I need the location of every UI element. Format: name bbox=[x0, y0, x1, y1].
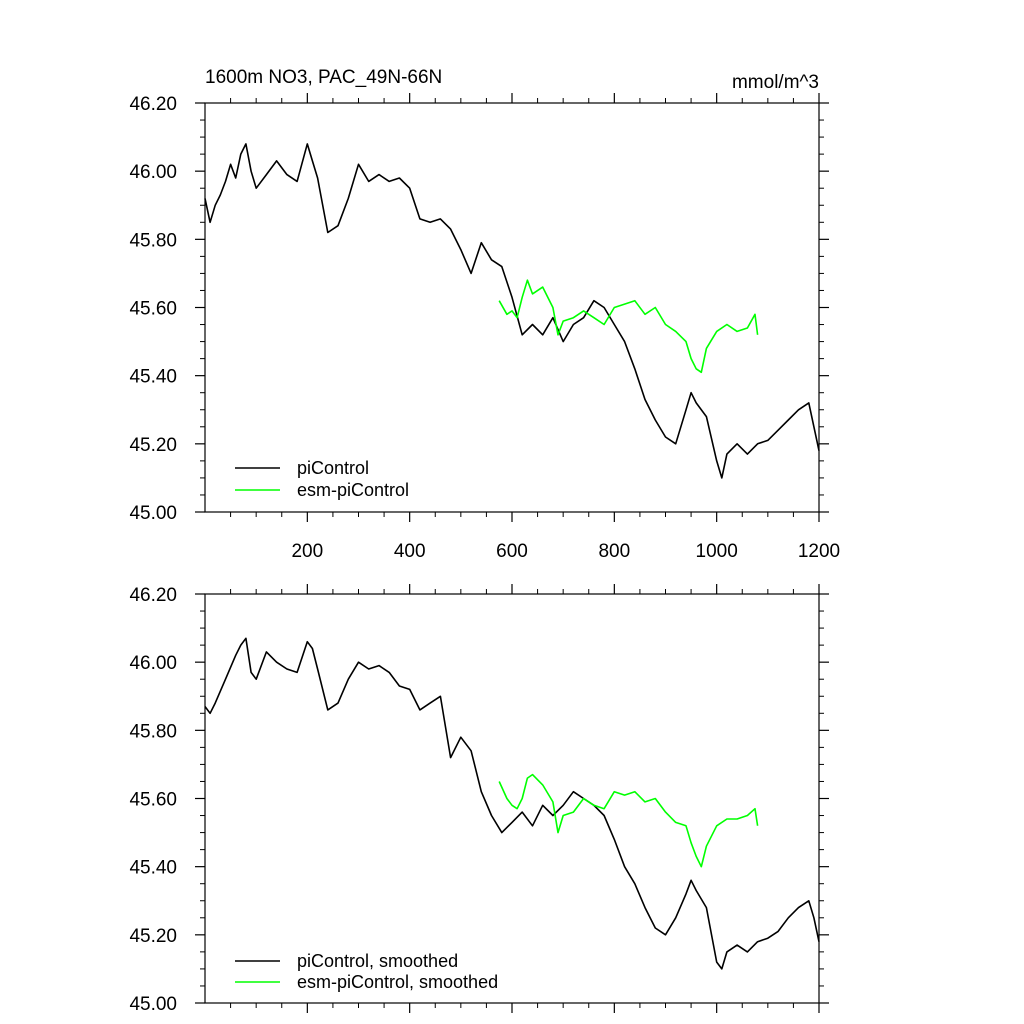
y-tick-label: 46.00 bbox=[129, 162, 177, 183]
x-tick-label: 600 bbox=[496, 541, 528, 562]
y-tick-label: 45.20 bbox=[129, 926, 177, 947]
y-tick-label: 45.40 bbox=[129, 367, 177, 388]
x-tick-label: 400 bbox=[394, 541, 426, 562]
y-tick-label: 46.20 bbox=[129, 94, 177, 115]
top-y-tick-labels: 45.00 45.20 45.40 45.60 45.80 46.00 46.20 bbox=[129, 94, 177, 524]
series-line-1 bbox=[498, 773, 759, 868]
bottom-panel: 45.00 45.20 45.40 45.60 45.80 46.00 46.20 piCo… bbox=[129, 584, 829, 1015]
y-tick-label: 45.00 bbox=[129, 503, 177, 524]
y-tick-label: 45.60 bbox=[129, 299, 177, 320]
y-tick-label: 45.20 bbox=[129, 435, 177, 456]
y-tick-label: 46.20 bbox=[129, 585, 177, 606]
y-tick-label: 45.80 bbox=[129, 230, 177, 251]
series-line-1 bbox=[498, 279, 759, 374]
top-ticks bbox=[195, 93, 829, 522]
x-tick-label: 1000 bbox=[696, 541, 738, 562]
x-tick-label: 800 bbox=[598, 541, 630, 562]
legend-label-esm-picontrol: esm-piControl bbox=[297, 480, 409, 500]
top-x-tick-labels: 200 400 600 800 1000 1200 bbox=[291, 541, 840, 562]
bottom-series-lines bbox=[204, 637, 820, 970]
y-tick-label: 46.00 bbox=[129, 653, 177, 674]
bottom-ticks bbox=[195, 584, 829, 1013]
legend-label-esm-picontrol-smoothed: esm-piControl, smoothed bbox=[297, 972, 498, 992]
series-line-0 bbox=[204, 637, 820, 970]
top-chart-units: mmol/m^3 bbox=[732, 72, 819, 93]
top-series-lines bbox=[204, 143, 820, 479]
top-panel: 1600m NO3, PAC_49N-66N mmol/m^3 200 400 60… bbox=[129, 67, 840, 562]
bottom-legend: piControl, smoothed esm-piControl, smoot… bbox=[235, 951, 498, 992]
y-tick-label: 45.80 bbox=[129, 721, 177, 742]
y-tick-label: 45.60 bbox=[129, 790, 177, 811]
series-line-0 bbox=[204, 143, 820, 479]
bottom-plot-frame bbox=[204, 593, 820, 1004]
legend-label-picontrol: piControl bbox=[297, 458, 369, 478]
top-plot-frame bbox=[204, 102, 820, 513]
x-tick-label: 1200 bbox=[798, 541, 840, 562]
y-tick-label: 45.00 bbox=[129, 994, 177, 1015]
top-legend: piControl esm-piControl bbox=[235, 458, 409, 500]
top-chart-title: 1600m NO3, PAC_49N-66N bbox=[205, 67, 442, 88]
y-tick-label: 45.40 bbox=[129, 858, 177, 879]
x-tick-label: 200 bbox=[291, 541, 323, 562]
legend-label-picontrol-smoothed: piControl, smoothed bbox=[297, 951, 458, 971]
bottom-y-tick-labels: 45.00 45.20 45.40 45.60 45.80 46.00 46.20 bbox=[129, 585, 177, 1015]
